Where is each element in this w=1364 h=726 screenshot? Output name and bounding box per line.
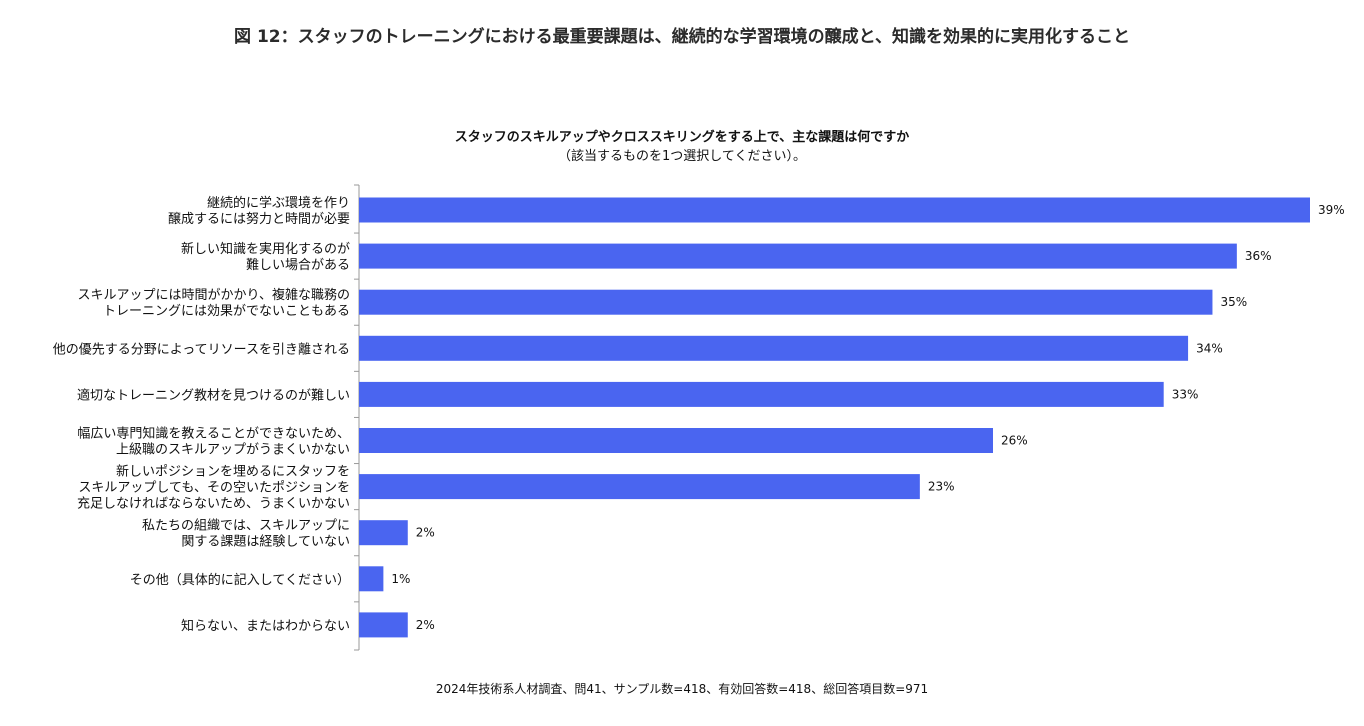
bar-value-label: 34% <box>1196 341 1223 355</box>
figure-title: 図 12：スタッフのトレーニングにおける最重要課題は、継続的な学習環境の醸成と、… <box>234 27 1130 47</box>
category-label: 継続的に学ぶ環境を作り醸成するには努力と時間が必要 <box>168 195 350 227</box>
bar-value-label: 2% <box>416 526 435 540</box>
bar <box>359 428 993 453</box>
bar <box>359 243 1237 269</box>
bar-value-label: 26% <box>1001 434 1028 448</box>
bar <box>359 197 1310 223</box>
bar <box>359 566 384 592</box>
chart-subtitle: （該当するものを1つ選択してください）。 <box>558 149 806 164</box>
bar-value-label: 1% <box>391 572 410 586</box>
chart-title: スタッフのスキルアップやクロススキリングをする上で、主な課題は何ですか <box>454 130 910 145</box>
bar <box>359 520 408 546</box>
bar-value-label: 23% <box>928 480 955 494</box>
category-label: 知らない、またはわからない <box>181 618 350 634</box>
category-label: その他（具体的に記入してください） <box>130 572 350 588</box>
bar-value-label: 33% <box>1172 387 1199 401</box>
bar-value-label: 36% <box>1245 249 1272 263</box>
chart-footer-note: 2024年技術系人材調査、問41、サンプル数=418、有効回答数=418、総回答… <box>435 682 929 696</box>
bar <box>359 335 1189 361</box>
bar <box>359 612 408 638</box>
category-label: 他の優先する分野によってリソースを引き離される <box>53 342 350 357</box>
bar <box>359 474 920 500</box>
category-label: 幅広い専門知識を教えることができないため、上級職のスキルアップがうまくいかない <box>77 426 350 458</box>
category-label: 適切なトレーニング教材を見つけるのが難しい <box>77 387 350 403</box>
bar <box>359 381 1164 407</box>
bar-value-label: 35% <box>1220 295 1247 309</box>
category-label: 新しい知識を実用化するのが難しい場合がある <box>181 241 350 273</box>
category-label: 私たちの組織では、スキルアップに関する課題は経験していない <box>142 519 350 550</box>
category-label: 新しいポジションを埋めるにスタッフをスキルアップしても、その空いたポジションを充… <box>77 464 350 512</box>
category-label: スキルアップには時間がかかり、複雑な職務のトレーニングには効果がでないこともある <box>78 287 350 319</box>
bar <box>359 289 1213 315</box>
bar-value-label: 39% <box>1318 203 1345 217</box>
bar-value-label: 2% <box>416 618 435 632</box>
